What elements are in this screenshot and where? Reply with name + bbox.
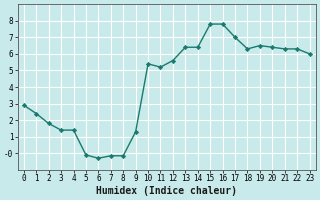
X-axis label: Humidex (Indice chaleur): Humidex (Indice chaleur) [96, 186, 237, 196]
